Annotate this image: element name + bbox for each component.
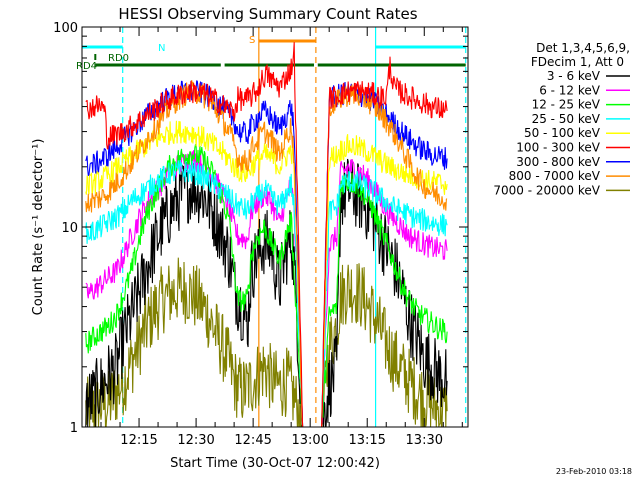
legend-entry-label: 6 - 12 keV [539,83,601,97]
legend-entry-label: 7000 - 20000 keV [493,183,600,197]
legend-entry-label: 300 - 800 keV [516,155,600,169]
series-line [85,80,448,428]
flag-bars [82,39,466,67]
x-axis-ticks: 12:15 12:30 12:45 13:00 13:15 13:30 [100,27,463,448]
flag-label-saa: S [249,35,255,46]
x-tick-label: 12:30 [177,433,214,448]
x-tick-label: 13:00 [291,433,328,448]
y-axis-ticks: 1 10 100 [53,21,468,436]
y-tick-label: 10 [61,221,78,236]
flag-label-rd4: RD4 [76,61,97,72]
legend-entry-label: 800 - 7000 keV [509,169,601,183]
legend-entry-label: 25 - 50 keV [532,112,601,126]
series-line [85,159,448,428]
legend-header-1: Det 1,3,4,5,6,9, [536,41,630,55]
y-tick-label: 100 [53,21,78,36]
legend-entry-label: 12 - 25 keV [532,98,601,112]
legend-header-2: FDecim 1, Att 0 [531,55,624,69]
series-line [85,143,448,428]
x-tick-label: 13:15 [348,433,385,448]
x-tick-label: 12:45 [234,433,271,448]
series-line [85,257,448,428]
legend: Det 1,3,4,5,6,9, FDecim 1, Att 0 3 - 6 k… [493,41,630,197]
series-line [85,158,448,428]
series-layer [85,42,448,428]
legend-entry-label: 50 - 100 keV [524,126,601,140]
series-line [85,42,448,428]
footer-timestamp: 23-Feb-2010 03:18 [556,467,632,476]
x-tick-label: 12:15 [120,433,157,448]
chart-title: HESSI Observing Summary Count Rates [118,5,417,23]
flag-label-rd0: RD0 [108,53,129,64]
flag-labels: N S RD0 RD4 [76,35,255,72]
y-tick-label: 1 [70,421,78,436]
y-axis-label: Count Rate (s⁻¹ detector⁻¹) [31,139,46,316]
legend-entry-label: 100 - 300 keV [516,141,600,155]
legend-entry-label: 3 - 6 keV [547,69,601,83]
x-tick-label: 13:30 [406,433,443,448]
flag-label-night: N [158,43,165,54]
x-axis-label: Start Time (30-Oct-07 12:00:42) [170,456,380,471]
